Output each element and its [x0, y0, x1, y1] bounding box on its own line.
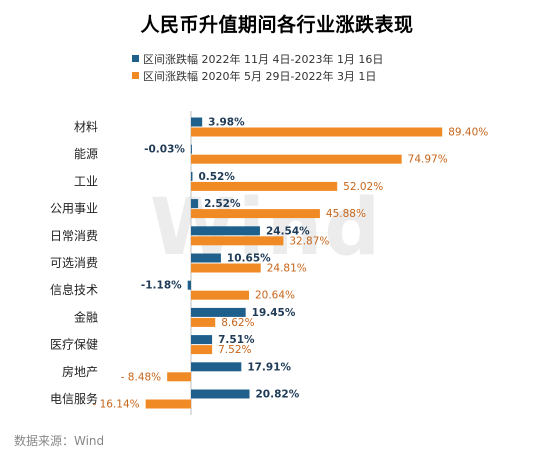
bar-series-2	[191, 345, 213, 355]
category-label: 材料	[74, 120, 98, 134]
chart-title: 人民币升值期间各行业涨跌表现	[140, 14, 414, 36]
bar-series-1	[191, 117, 203, 127]
data-label-series-2: 45.88%	[326, 208, 366, 220]
bar-series-2	[191, 154, 402, 164]
bar-series-1	[190, 144, 192, 154]
category-label: 可选消费	[50, 256, 98, 270]
category-label: 公用事业	[50, 202, 98, 216]
category-label: 工业	[74, 174, 98, 188]
data-label-series-2: 32.87%	[289, 235, 329, 247]
data-label-series-1: 3.98%	[208, 117, 245, 129]
data-label-series-2: 24.81%	[267, 263, 307, 275]
source-note: 数据来源：Wind	[14, 434, 105, 448]
category-label: 房地产	[62, 364, 98, 379]
legend-item-series-1: 区间涨跌幅 2022年 11月 4日-2023年 1月 16日	[132, 53, 383, 67]
bar-series-1	[191, 171, 193, 181]
data-label-series-2: 74.97%	[408, 154, 448, 166]
data-label-series-2: 20.64%	[255, 290, 295, 302]
legend-swatch-series-1	[132, 55, 139, 62]
data-label-series-1: 24.54%	[266, 225, 310, 237]
data-label-series-2: 7.52%	[218, 344, 251, 356]
data-label-series-1: 17.91%	[247, 361, 291, 373]
bar-series-2	[191, 236, 284, 246]
data-label-series-1: 20.82%	[256, 389, 300, 401]
bar-series-2	[191, 317, 216, 327]
data-label-series-2: 8.62%	[221, 317, 254, 329]
data-label-series-1: -1.18%	[141, 280, 182, 292]
legend-label-series-1: 区间涨跌幅 2022年 11月 4日-2023年 1月 16日	[143, 53, 384, 66]
bar-series-2	[191, 181, 338, 191]
category-label: 金融	[74, 309, 98, 324]
data-label-series-1: 2.52%	[204, 198, 241, 210]
category-label: 电信服务	[50, 391, 98, 406]
bar-series-2	[191, 263, 261, 273]
category-label: 能源	[74, 147, 98, 161]
data-label-series-2: - 16.14%	[92, 399, 139, 411]
legend-swatch-series-2	[132, 72, 139, 79]
bar-series-2	[145, 399, 191, 409]
data-label-series-2: 89.40%	[448, 127, 488, 139]
bar-series-2	[191, 127, 443, 137]
bar-series-1	[191, 226, 260, 236]
category-label: 信息技术	[50, 282, 98, 297]
bar-series-1	[191, 199, 199, 209]
data-label-series-1: 10.65%	[227, 253, 271, 265]
data-label-series-1: 7.51%	[218, 334, 255, 346]
category-label: 医疗保健	[50, 338, 98, 352]
bar-series-1	[191, 362, 242, 372]
bar-series-2	[191, 209, 320, 219]
bar-series-1	[187, 280, 191, 290]
data-label-series-1: -0.03%	[144, 144, 185, 156]
wind-watermark: Wind	[150, 183, 383, 273]
data-label-series-1: 0.52%	[198, 171, 235, 183]
legend-label-series-2: 区间涨跌幅 2020年 5月 29日-2022年 3月 1日	[143, 70, 377, 83]
bar-series-2	[191, 290, 249, 300]
bar-series-1	[191, 389, 250, 399]
bar-series-1	[191, 307, 246, 317]
bar-series-2	[167, 372, 191, 382]
bar-series-1	[191, 335, 213, 345]
data-label-series-1: 19.45%	[252, 307, 296, 319]
legend-item-series-2: 区间涨跌幅 2020年 5月 29日-2022年 3月 1日	[132, 70, 376, 84]
bar-series-1	[191, 253, 221, 263]
data-label-series-2: 52.02%	[343, 181, 383, 193]
data-label-series-2: - 8.48%	[121, 371, 162, 383]
category-label: 日常消费	[50, 229, 98, 243]
